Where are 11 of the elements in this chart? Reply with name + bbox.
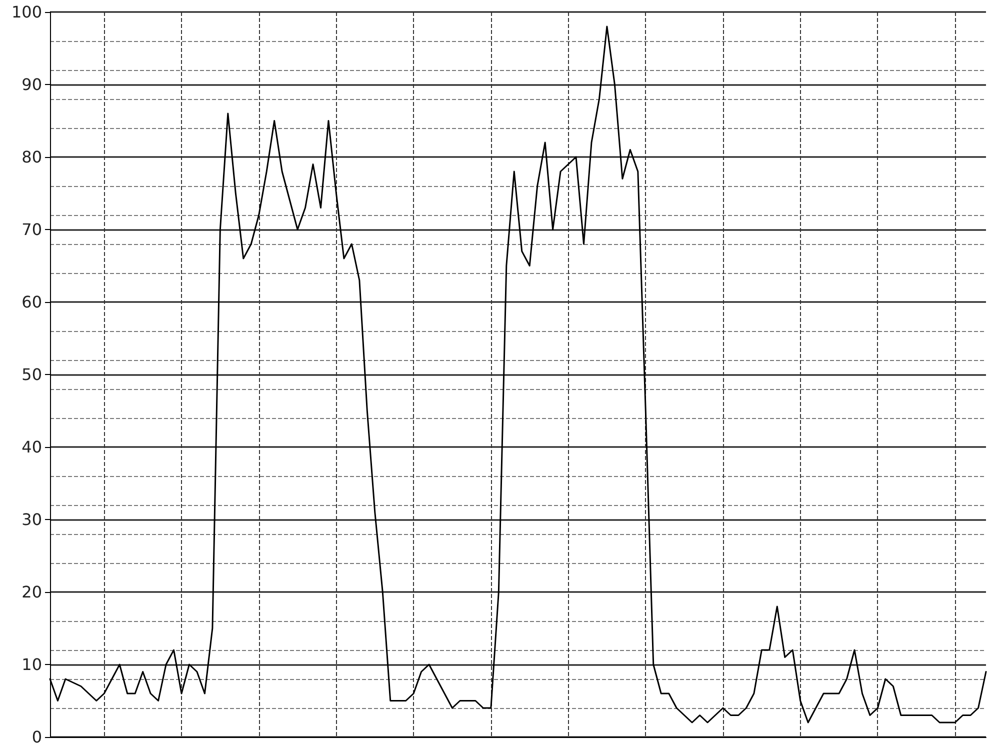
y-tick-label: 80 (22, 148, 42, 166)
y-tick-label: 50 (22, 365, 42, 384)
y-tick-label: 90 (22, 75, 42, 94)
y-tick-label: 60 (22, 292, 42, 312)
y-tick-label: 70 (22, 220, 42, 239)
y-tick-label: 30 (22, 510, 42, 529)
y-tick-label: 100 (11, 2, 42, 22)
y-tick-label: 10 (22, 655, 42, 674)
y-tick-label: 0 (32, 728, 42, 746)
y-tick-label: 20 (22, 582, 42, 602)
y-tick-label: 40 (22, 438, 42, 456)
